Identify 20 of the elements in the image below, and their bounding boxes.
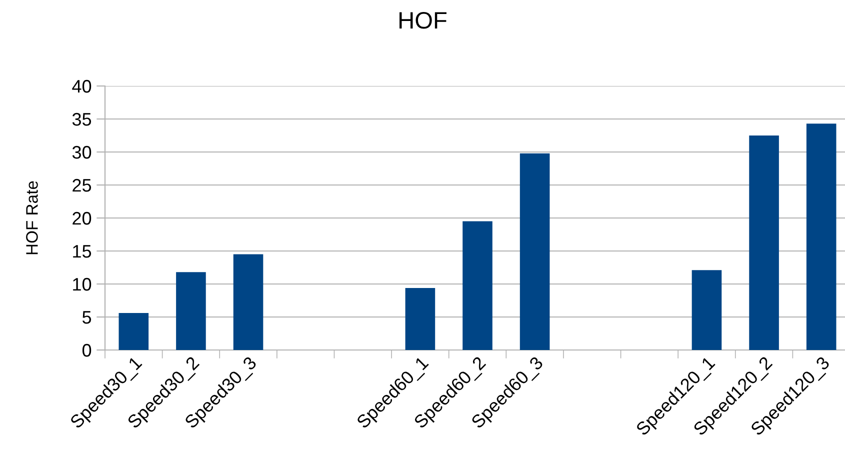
y-axis-title: HOF Rate <box>26 181 38 254</box>
bar <box>692 270 722 350</box>
bar <box>233 254 264 350</box>
y-tick-label: 15 <box>73 245 92 258</box>
bar <box>462 221 492 350</box>
y-tick-label: 10 <box>73 278 92 291</box>
y-tick-label: 35 <box>72 112 92 126</box>
bar <box>405 288 436 350</box>
bar <box>806 124 836 350</box>
bar <box>520 153 550 350</box>
y-tick-label: 30 <box>72 146 92 159</box>
y-tick-label: 5 <box>82 311 92 324</box>
bar <box>118 313 149 350</box>
y-tick-label: 20 <box>72 212 92 225</box>
chart-title: HOF <box>400 12 446 29</box>
bar <box>749 136 779 350</box>
y-tick-label: 40 <box>72 80 92 93</box>
y-tick-label: 0 <box>82 344 92 357</box>
y-tick-label: 25 <box>72 178 92 192</box>
bar <box>176 272 206 350</box>
